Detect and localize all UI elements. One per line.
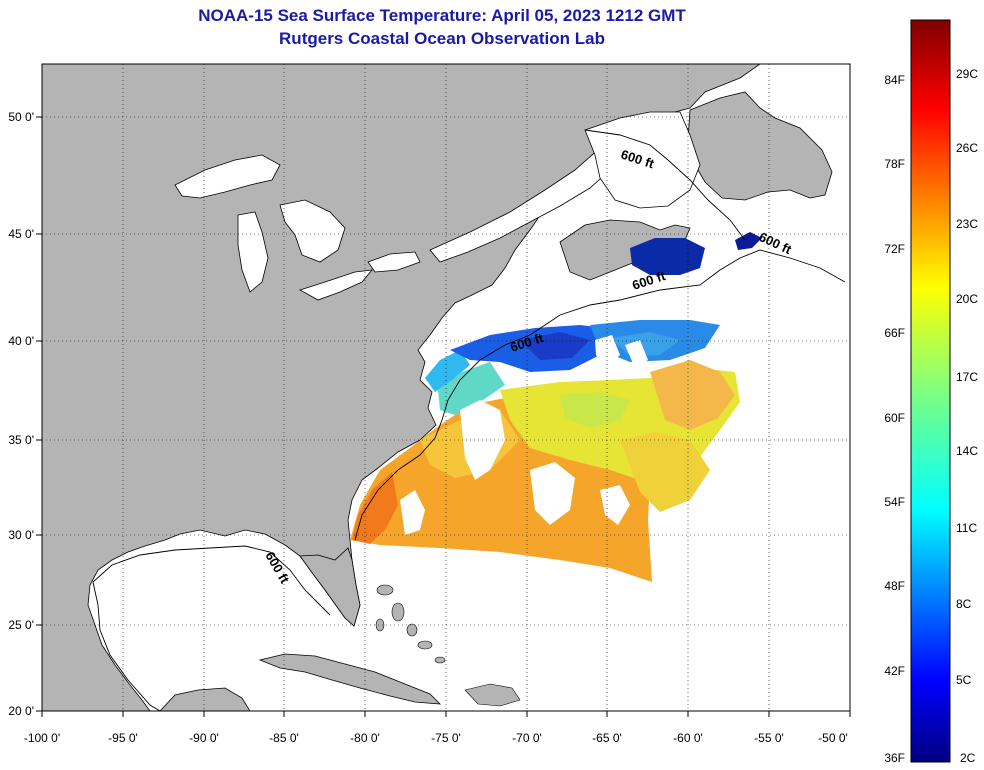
axis-ticks bbox=[36, 116, 851, 717]
map-subtitle: Rutgers Coastal Ocean Observation Lab bbox=[279, 29, 605, 48]
colorbar-c-label: 5C bbox=[956, 673, 972, 687]
gulf-st-lawrence bbox=[584, 111, 701, 209]
colorbar-c-label: 14C bbox=[956, 444, 978, 458]
colorbar-c-label: 17C bbox=[956, 370, 978, 384]
colorbar-c-label: 11C bbox=[956, 521, 977, 535]
lat-label: 20 0' bbox=[8, 704, 34, 718]
lon-label: -65 0' bbox=[592, 731, 622, 745]
colorbar-c-label: 8C bbox=[956, 597, 972, 611]
lon-label: -100 0' bbox=[24, 731, 60, 745]
colorbar-f-label: 66F bbox=[884, 326, 905, 340]
lat-label: 25 0' bbox=[8, 618, 34, 632]
lon-label: -95 0' bbox=[108, 731, 138, 745]
colorbar-c-label: 2C bbox=[960, 751, 976, 765]
map-title: NOAA-15 Sea Surface Temperature: April 0… bbox=[198, 6, 686, 25]
lon-label: -75 0' bbox=[431, 731, 461, 745]
lat-label: 35 0' bbox=[8, 433, 34, 447]
lake-huron bbox=[279, 199, 346, 263]
lake-superior bbox=[174, 154, 281, 199]
colorbar-f-label: 36F bbox=[884, 751, 905, 765]
colorbar-c-label: 20C bbox=[956, 292, 978, 306]
longitude-labels: -100 0' -95 0' -90 0' -85 0' -80 0' -75 … bbox=[24, 731, 848, 745]
lat-label: 40 0' bbox=[8, 334, 34, 348]
colorbar-f-label: 42F bbox=[884, 664, 905, 678]
depth-contour-lines bbox=[92, 129, 846, 711]
colorbar-c-label: 26C bbox=[956, 141, 978, 155]
land-florida bbox=[299, 547, 361, 627]
lon-label: -70 0' bbox=[512, 731, 542, 745]
land-yucatan bbox=[159, 687, 251, 711]
colorbar-c-label: 29C bbox=[956, 67, 978, 81]
land-hispaniola bbox=[464, 683, 521, 707]
temperature-colorbar: 84F 78F 72F 66F 60F 54F 48F 42F 36F 29C … bbox=[884, 19, 978, 765]
lat-label: 30 0' bbox=[8, 528, 34, 542]
sst-data bbox=[350, 232, 762, 582]
colorbar-f-label: 48F bbox=[884, 579, 905, 593]
land-newfoundland bbox=[687, 91, 833, 201]
lon-label: -85 0' bbox=[269, 731, 299, 745]
colorbar-f-label: 78F bbox=[884, 157, 905, 171]
colorbar-f-label: 60F bbox=[884, 411, 905, 425]
lake-ontario bbox=[367, 251, 421, 273]
lat-label: 50 0' bbox=[8, 110, 34, 124]
land-nova-scotia bbox=[559, 219, 691, 281]
lon-label: -90 0' bbox=[189, 731, 219, 745]
lon-label: -50 0' bbox=[818, 731, 848, 745]
colorbar-f-label: 72F bbox=[884, 242, 905, 256]
lake-michigan bbox=[237, 211, 269, 293]
lon-label: -55 0' bbox=[754, 731, 784, 745]
land-cuba bbox=[258, 653, 442, 705]
colorbar-c-label: 23C bbox=[956, 217, 978, 231]
graticule bbox=[42, 64, 850, 711]
colorbar-f-label: 84F bbox=[884, 73, 905, 87]
lake-erie bbox=[298, 269, 373, 301]
lon-label: -60 0' bbox=[673, 731, 703, 745]
land-bahamas bbox=[375, 584, 446, 664]
lat-label: 45 0' bbox=[8, 227, 34, 241]
colorbar-f-label: 54F bbox=[884, 495, 905, 509]
latitude-labels: 50 0' 45 0' 40 0' 35 0' 30 0' 25 0' 20 0… bbox=[8, 110, 34, 718]
lon-label: -80 0' bbox=[350, 731, 380, 745]
